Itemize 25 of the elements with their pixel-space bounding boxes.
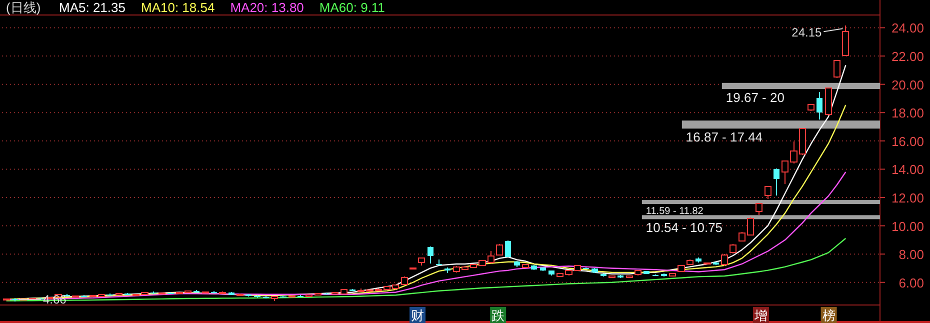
y-tick-label: 6.00 — [898, 275, 924, 290]
text: MA20: 13.80 — [230, 0, 304, 15]
chart-title: (日线) — [6, 0, 41, 15]
annotation: 4.66 — [42, 292, 67, 306]
text: MA5: 21.35 — [59, 0, 126, 15]
text: 财 — [411, 308, 424, 323]
y-tick-label: 14.00 — [891, 162, 924, 178]
y-tick-label: 10.00 — [891, 218, 924, 234]
y-tick-label: 18.00 — [891, 106, 924, 121]
y-tick-label: 22.00 — [891, 49, 924, 64]
annotation: 24.15 — [792, 26, 822, 40]
band-label: 16.87 - 17.44 — [686, 130, 763, 145]
y-tick-label: 16.00 — [891, 134, 924, 149]
text: 跌 — [492, 308, 505, 323]
band-label: 19.67 - 20 — [726, 90, 784, 105]
y-tick-label: 8.00 — [898, 247, 924, 262]
y-tick-label: 24.00 — [891, 20, 924, 36]
text: 增 — [753, 308, 768, 323]
band-label: 11.59 - 11.82 — [646, 206, 704, 218]
y-tick-label: 20.00 — [891, 77, 924, 92]
text: MA10: 18.54 — [141, 0, 215, 15]
y-tick-label: 12.00 — [891, 190, 924, 206]
band-label: 10.54 - 10.75 — [646, 220, 723, 236]
text: MA60: 9.11 — [319, 0, 385, 15]
text: 榜 — [822, 308, 836, 323]
